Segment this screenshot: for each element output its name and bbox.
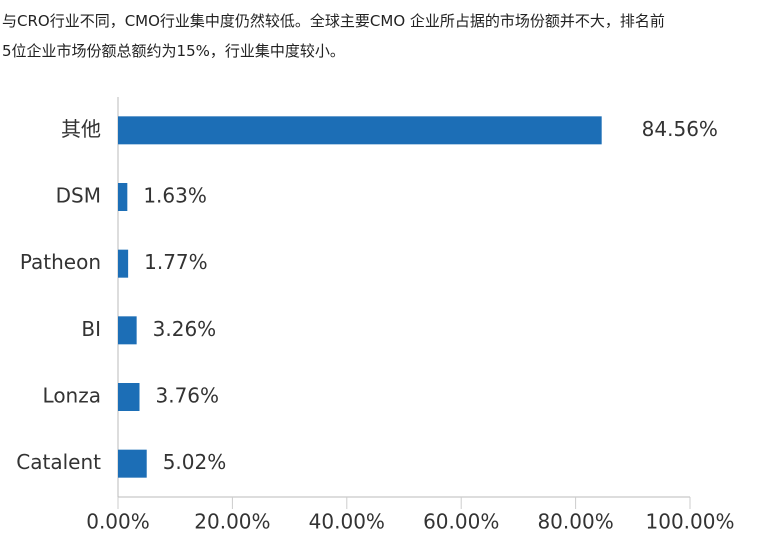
y-tick-label: Catalent [16,450,101,474]
intro-line: 5位企业市场份额总额约为15%，行业集中度较小。 [2,42,345,60]
value-label: 3.26% [153,317,217,341]
intro-line: 与CRO行业不同，CMO行业集中度仍然较低。全球主要CMO 企业所占据的市场份额… [2,12,665,30]
x-tick-label: 60.00% [423,510,499,534]
x-tick-label: 0.00% [86,510,150,534]
y-tick-label: 其他 [61,117,101,141]
y-tick-label: Patheon [20,250,101,274]
bar [118,449,147,478]
value-label: 5.02% [163,450,227,474]
value-label: 3.76% [156,384,220,408]
x-tick-label: 20.00% [194,510,270,534]
y-tick-label: Lonza [43,384,101,408]
x-tick-label: 100.00% [646,510,735,534]
x-tick-label: 40.00% [309,510,385,534]
value-label: 1.63% [143,184,207,208]
bar [118,116,602,145]
bar [118,383,140,411]
y-tick-label: DSM [56,184,101,208]
bar [118,183,128,211]
value-label: 84.56% [642,117,718,141]
value-label: 1.77% [144,250,208,274]
y-tick-label: BI [81,317,101,341]
x-tick-label: 80.00% [537,510,613,534]
bar [118,316,137,345]
bar [118,249,129,278]
